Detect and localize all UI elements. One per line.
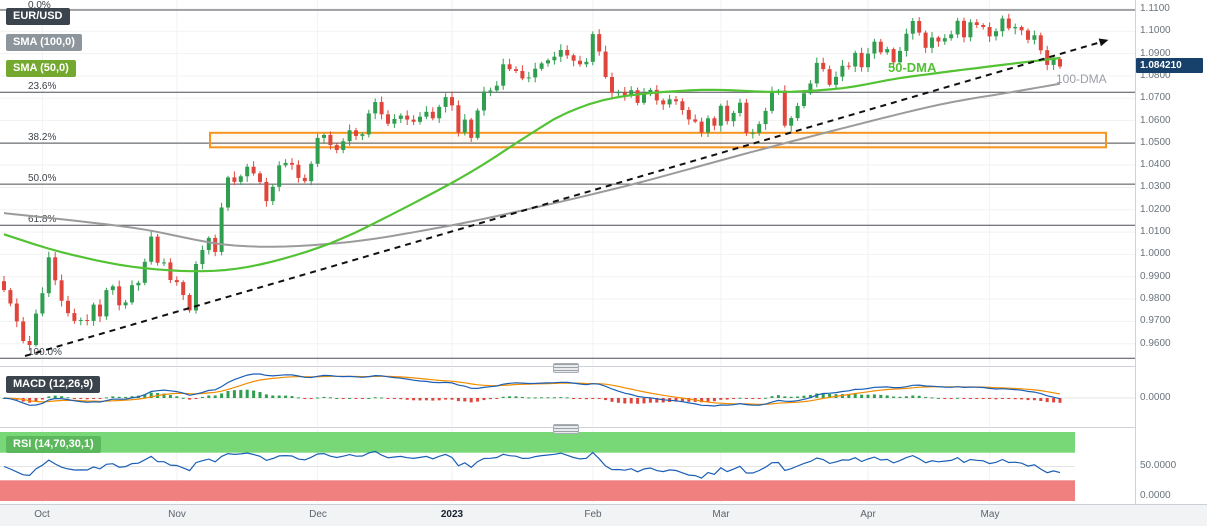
price-axis-tick: 1.0000 — [1140, 248, 1171, 259]
x-axis-label: May — [980, 509, 1000, 520]
panel-resize-handle-rsi[interactable] — [553, 424, 579, 434]
trendline-dashed[interactable] — [24, 41, 1101, 357]
price-axis[interactable]: 1.084210 0.0000 50.0000 0.0000 1.1100 1.1… — [1135, 0, 1207, 504]
macd-axis-tick: 0.0000 — [1140, 392, 1171, 403]
price-axis-tick: 1.0500 — [1140, 137, 1171, 148]
label-100dma: 100-DMA — [1056, 72, 1107, 86]
candlestick-series — [2, 13, 1062, 351]
x-axis-label: Feb — [584, 509, 602, 520]
legend-rsi[interactable]: RSI (14,70,30,1) — [6, 436, 101, 453]
price-panel[interactable]: 0.0% 23.6% 38.2% 50.0% 61.8% 100.0% — [0, 0, 1135, 366]
x-axis-label: Oct — [34, 509, 50, 520]
fib-level-label: 38.2% — [28, 132, 56, 143]
macd-panel[interactable] — [0, 368, 1135, 426]
price-axis-tick: 0.9600 — [1140, 338, 1171, 349]
price-axis-tick: 1.0400 — [1140, 159, 1171, 170]
x-axis-label: Nov — [168, 509, 186, 520]
fib-level-label: 0.0% — [28, 0, 51, 11]
rsi-line — [3, 450, 1061, 479]
fib-level-label: 61.8% — [28, 214, 56, 225]
price-axis-tick: 1.0600 — [1140, 115, 1171, 126]
rsi-axis-tick-low: 0.0000 — [1140, 490, 1171, 501]
fib-level-label: 23.6% — [28, 81, 56, 92]
price-axis-tick: 1.0800 — [1140, 70, 1171, 81]
price-axis-tick: 1.1000 — [1140, 25, 1171, 36]
panel-resize-handle-macd[interactable] — [553, 363, 579, 373]
price-axis-tick: 0.9900 — [1140, 271, 1171, 282]
supply-zone-box[interactable] — [209, 131, 1107, 149]
x-axis-label: Apr — [860, 509, 876, 520]
rsi-oversold-band — [0, 480, 1075, 501]
legend-sma100[interactable]: SMA (100,0) — [6, 34, 82, 51]
chart-area: 0.0% 23.6% 38.2% 50.0% 61.8% 100.0% EUR/USD S… — [0, 0, 1135, 503]
price-axis-tick: 1.0100 — [1140, 226, 1171, 237]
macd-line — [3, 373, 1061, 407]
x-axis-label: Dec — [309, 509, 327, 520]
rsi-overbought-band — [0, 432, 1075, 453]
time-axis[interactable]: Oct Nov Dec 2023 Feb Mar Apr May — [0, 504, 1207, 526]
fib-level-label: 50.0% — [28, 173, 56, 184]
fib-level-label: 100.0% — [28, 347, 62, 358]
legend-symbol[interactable]: EUR/USD — [6, 8, 70, 25]
legend-sma50[interactable]: SMA (50,0) — [6, 60, 76, 77]
price-axis-tick: 0.9800 — [1140, 293, 1171, 304]
legend-macd[interactable]: MACD (12,26,9) — [6, 376, 101, 393]
x-axis-label: 2023 — [440, 509, 464, 520]
last-price-badge: 1.084210 — [1136, 58, 1203, 73]
rsi-panel[interactable] — [0, 429, 1135, 503]
price-axis-tick: 1.0700 — [1140, 92, 1171, 103]
price-axis-tick: 1.0200 — [1140, 204, 1171, 215]
macd-histogram — [2, 389, 1062, 404]
price-axis-tick: 1.0300 — [1140, 181, 1171, 192]
x-axis-label: Mar — [712, 509, 730, 520]
label-50dma: 50-DMA — [888, 60, 937, 75]
trendline-arrowhead — [1098, 38, 1109, 47]
price-axis-tick: 1.1100 — [1140, 3, 1170, 14]
sma-50-line[interactable] — [3, 56, 1061, 273]
price-axis-tick: 0.9700 — [1140, 315, 1171, 326]
rsi-axis-tick-mid: 50.0000 — [1140, 460, 1177, 471]
price-axis-tick: 1.0900 — [1140, 48, 1171, 59]
